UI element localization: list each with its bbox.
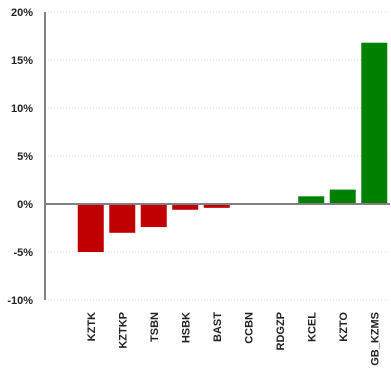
x-category-labels: KZTK KZTKP TSBN HSBK BAST CCBN RDGZP KCEL KZTO GB… — [86, 312, 382, 366]
y-tick-label: -10% — [7, 295, 33, 307]
bar-kztk — [77, 204, 104, 252]
bar-kztkp — [109, 204, 136, 233]
x-category-label: KZTK — [86, 312, 98, 341]
bars — [77, 42, 388, 252]
y-tick-label: 10% — [11, 103, 33, 115]
bar-kzto — [329, 189, 356, 204]
axes — [44, 12, 390, 300]
y-tick-labels: -10% -5% 0% 5% 10% 15% 20% — [7, 7, 33, 307]
bar-kcel — [298, 196, 325, 204]
x-category-label: GB_KZMS — [369, 312, 381, 366]
y-tick-label: 15% — [11, 55, 33, 67]
bar-bast — [203, 204, 230, 208]
y-tick-label: 20% — [11, 7, 33, 19]
y-tick-label: 5% — [17, 151, 33, 163]
y-tick-label: -5% — [13, 247, 33, 259]
x-category-label: HSBK — [180, 312, 192, 343]
x-category-label: KZTKP — [117, 312, 129, 349]
x-category-label: CCBN — [243, 312, 255, 344]
bar-tsbn — [140, 204, 167, 228]
bar-hsbk — [172, 204, 199, 210]
y-tick-label: 0% — [17, 199, 33, 211]
bar-gb-kzms — [361, 42, 388, 204]
x-category-label: RDGZP — [275, 312, 287, 351]
x-category-label: TSBN — [149, 312, 161, 342]
gridlines — [45, 11, 390, 301]
x-category-label: BAST — [212, 312, 224, 342]
x-category-label: KCEL — [306, 312, 318, 342]
x-category-label: KZTO — [338, 312, 350, 342]
